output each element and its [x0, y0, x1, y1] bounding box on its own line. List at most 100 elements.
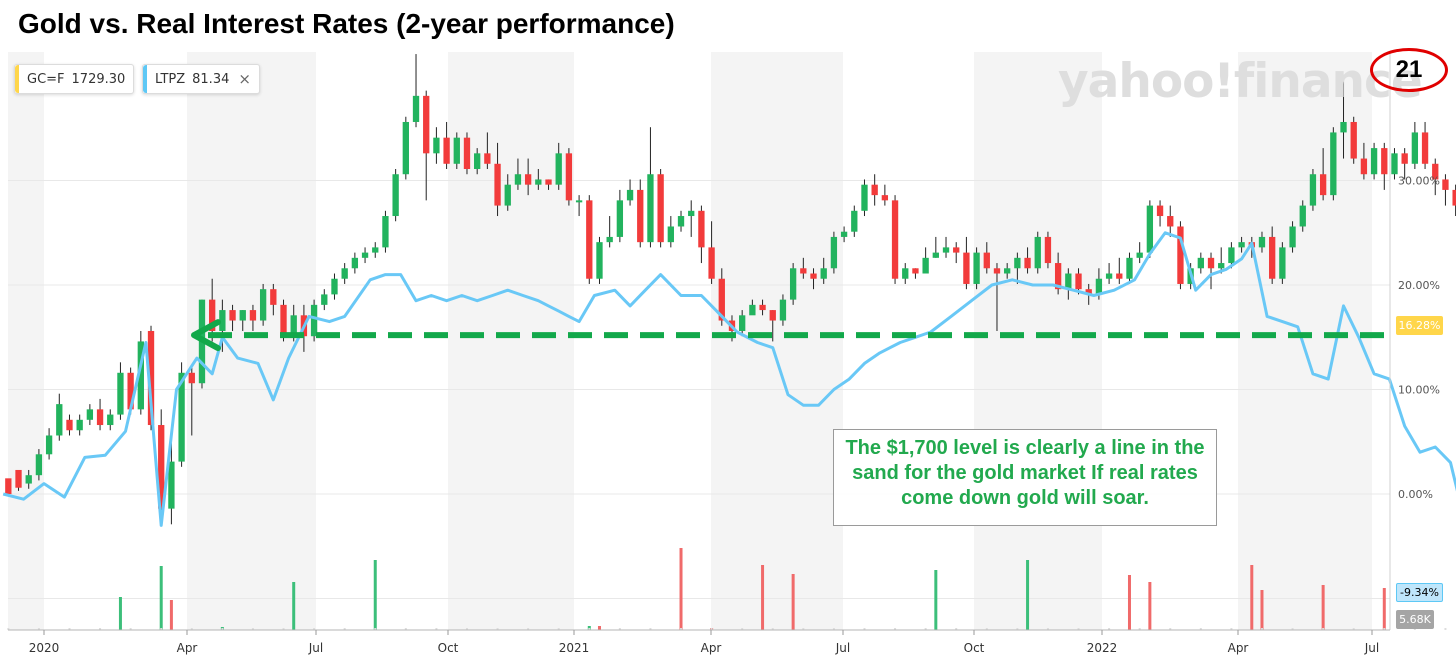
x-tick-label: Apr [701, 641, 722, 655]
candle-body [270, 289, 277, 305]
volume-bar [465, 628, 468, 630]
y-tick-label: 20.00% [1398, 279, 1440, 292]
legend-chip-gold[interactable]: GC=F 1729.30 [14, 64, 135, 94]
candle-body [219, 310, 226, 331]
candle-body [1014, 257, 1021, 269]
x-tick-label: Apr [177, 641, 198, 655]
candle-body [361, 252, 369, 258]
candle-body [290, 315, 297, 337]
candle-body [1238, 242, 1245, 248]
volume-bar [129, 628, 132, 630]
candle-body [698, 210, 705, 248]
candle-body [1207, 257, 1215, 269]
volume-bar [1352, 628, 1355, 630]
volume-tag: 5.68K [1396, 610, 1434, 629]
volume-bar [251, 628, 254, 630]
candle-body [443, 137, 450, 164]
candle-body [66, 419, 73, 431]
support-line-layer [191, 319, 1392, 352]
candle-body [769, 310, 776, 321]
support-arrow-head [191, 319, 221, 352]
candle-body [372, 247, 379, 253]
candle-body [1116, 273, 1123, 279]
volume-bar [894, 628, 897, 630]
candle-body [1360, 158, 1368, 175]
candle-body [749, 304, 756, 316]
shade-band-4 [974, 52, 1102, 630]
x-tick-label: 2021 [559, 641, 590, 655]
close-icon[interactable]: × [238, 70, 251, 88]
candle-body [1370, 148, 1378, 175]
candle-body [1381, 148, 1388, 175]
volume-bar [1169, 628, 1172, 630]
legend-chip-ltpz[interactable]: LTPZ 81.34 × [142, 64, 260, 94]
candle-body [1136, 252, 1143, 258]
candle-body [321, 294, 328, 305]
candle-body [759, 304, 766, 311]
candle-body [1421, 132, 1429, 164]
volume-bar [169, 600, 173, 630]
volume-bar [832, 628, 835, 630]
volume-bar [791, 574, 795, 630]
candle-body [667, 226, 674, 243]
candle-body [25, 475, 32, 484]
volume-bar [343, 628, 346, 630]
candle-body [1024, 257, 1031, 269]
period-shading [8, 52, 1372, 630]
candle-body [657, 174, 664, 243]
x-tick-label: Jul [308, 641, 323, 655]
candle-body [535, 179, 542, 185]
volume-bar [618, 628, 621, 630]
candle-body [249, 310, 257, 321]
volume-bar [221, 628, 224, 630]
volume-bar [190, 628, 193, 630]
candle-body [575, 200, 583, 203]
candle-body [565, 153, 573, 201]
candle-body [830, 236, 838, 269]
volume-bar [557, 628, 560, 630]
candle-body [1218, 263, 1225, 269]
candle-body [800, 268, 807, 274]
candle-body [810, 273, 817, 279]
candle-body [1156, 205, 1164, 217]
shade-band-5 [1238, 52, 1372, 630]
candle-body [351, 257, 359, 269]
yahoo-finance-logo: yahoo!finance [1058, 54, 1423, 109]
candle-body [147, 330, 155, 426]
candle-body [942, 247, 950, 253]
volume-bar [1127, 575, 1131, 630]
volume-bars [7, 548, 1447, 630]
candle-body [1095, 278, 1103, 295]
volume-bar [1108, 628, 1111, 630]
candle-body [555, 153, 562, 185]
volume-bar [1077, 628, 1080, 630]
volume-bar [985, 628, 988, 630]
candle-body [993, 268, 1001, 274]
ltpz-line [2, 231, 1456, 527]
slide-number-badge: 21 [1370, 48, 1448, 92]
volume-bar [863, 628, 866, 630]
volume-bar [588, 628, 591, 630]
candle-body [1075, 273, 1082, 290]
ltpz-line-layer [2, 231, 1456, 527]
volume-bar [1382, 588, 1386, 630]
candle-body [789, 268, 797, 300]
candle-body [1340, 121, 1347, 133]
candle-body [963, 252, 970, 284]
candle-body [545, 179, 552, 185]
candle-body [127, 372, 134, 410]
candle-body [637, 189, 644, 243]
x-tick-label: Oct [438, 641, 459, 655]
volume-bar [118, 597, 122, 630]
candle-body [616, 200, 624, 237]
candle-body [586, 200, 593, 279]
volume-bar [374, 628, 377, 630]
volume-bar [597, 626, 601, 630]
candle-body [718, 278, 725, 321]
legend-swatch-ltpz [143, 65, 147, 93]
candle-body [5, 478, 12, 494]
x-tick-label: Oct [964, 641, 985, 655]
annotation-box [833, 429, 1217, 526]
volume-bar [1444, 628, 1447, 630]
candle-body [922, 257, 929, 274]
